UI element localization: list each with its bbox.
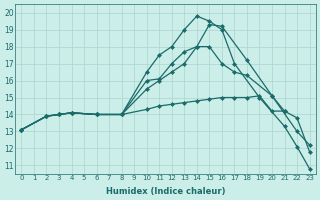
X-axis label: Humidex (Indice chaleur): Humidex (Indice chaleur) xyxy=(106,187,225,196)
